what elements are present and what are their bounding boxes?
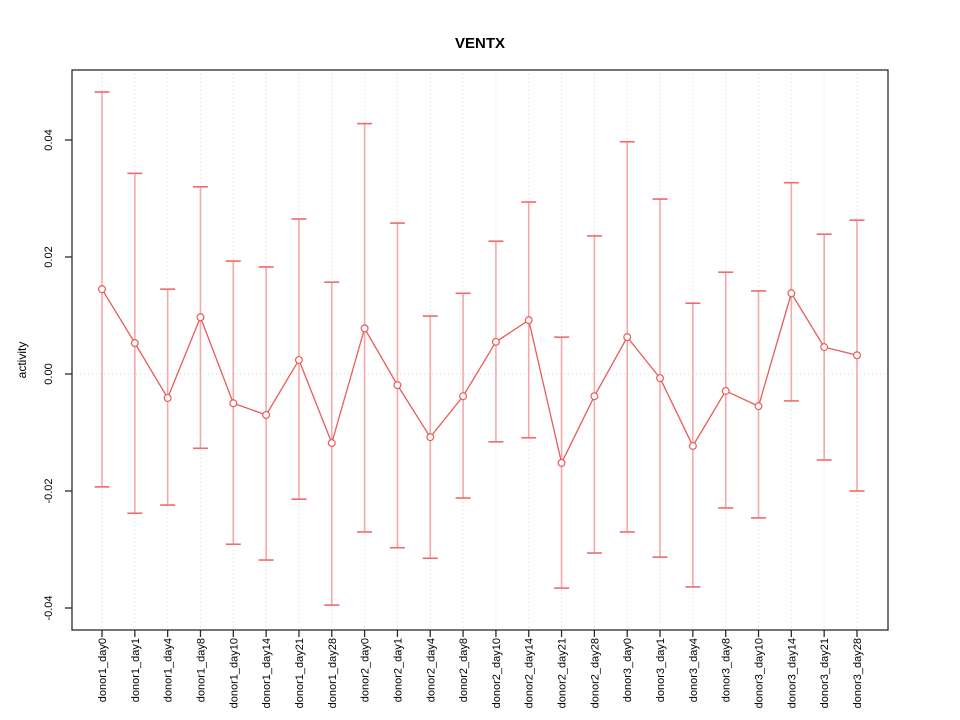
x-tick-label: donor3_day4 <box>688 638 700 702</box>
x-tick-label: donor3_day8 <box>721 638 733 702</box>
data-point <box>754 402 763 411</box>
data-point <box>623 333 632 342</box>
plot-border <box>71 69 889 631</box>
data-point <box>787 289 796 298</box>
data-point <box>721 386 730 395</box>
data-point <box>262 410 271 419</box>
y-tick-label: 0.02 <box>43 246 55 267</box>
x-tick-label: donor2_day14 <box>524 638 536 708</box>
data-point <box>229 399 238 408</box>
axes-layer: -0.04 -0.02 0.00 0.02 0.04 donor1_day0 donor1_… <box>43 129 864 708</box>
data-point <box>196 313 205 322</box>
x-tick-label: donor2_day28 <box>589 638 601 708</box>
x-tick-label: donor3_day10 <box>754 638 766 708</box>
x-tick-label: donor3_day14 <box>786 638 798 708</box>
data-point <box>294 355 303 364</box>
x-tick-label: donor1_day21 <box>294 638 306 708</box>
x-tick-label: donor2_day21 <box>557 638 569 708</box>
data-point <box>491 337 500 346</box>
data-point <box>852 351 861 360</box>
data-point <box>426 433 435 442</box>
y-tick-label: -0.02 <box>43 478 55 503</box>
x-tick-label: donor1_day1 <box>130 638 142 702</box>
y-tick-label: 0.00 <box>43 363 55 384</box>
x-tick-label: donor2_day10 <box>491 638 503 708</box>
data-point <box>130 338 139 347</box>
grid-layer <box>72 70 888 630</box>
data-point <box>656 374 665 383</box>
data-point <box>820 343 829 352</box>
data-point <box>459 392 468 401</box>
x-tick-label: donor1_day10 <box>228 638 240 708</box>
x-tick-label: donor3_day21 <box>819 638 831 708</box>
data-point <box>360 324 369 333</box>
data-point <box>163 393 172 402</box>
data-point <box>590 392 599 401</box>
x-tick-label: donor1_day4 <box>163 638 175 702</box>
x-tick-label: donor1_day0 <box>97 638 109 702</box>
x-tick-label: donor3_day1 <box>655 638 667 702</box>
y-axis-label: activity <box>15 342 29 379</box>
y-tick-label: -0.04 <box>43 595 55 620</box>
x-tick-label: donor1_day28 <box>327 638 339 708</box>
y-tick-label: 0.04 <box>43 129 55 150</box>
x-tick-label: donor1_day14 <box>261 638 273 708</box>
x-tick-label: donor2_day1 <box>392 638 404 702</box>
data-point <box>557 458 566 467</box>
x-tick-label: donor3_day0 <box>622 638 634 702</box>
x-tick-label: donor1_day8 <box>195 638 207 702</box>
x-tick-label: donor2_day4 <box>425 638 437 702</box>
chart-title: VENTX <box>455 35 505 52</box>
data-point <box>327 439 336 448</box>
data-layer <box>94 91 865 606</box>
data-point <box>688 441 697 450</box>
data-point <box>393 381 402 390</box>
x-tick-label: donor3_day28 <box>852 638 864 708</box>
data-point <box>97 285 106 294</box>
series-line <box>101 288 858 465</box>
data-point <box>524 316 533 325</box>
x-tick-label: donor2_day8 <box>458 638 470 702</box>
x-tick-label: donor2_day0 <box>360 638 372 702</box>
